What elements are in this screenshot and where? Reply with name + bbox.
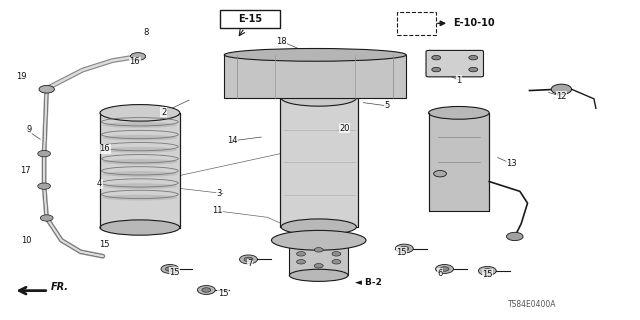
Circle shape [432,68,441,72]
Ellipse shape [224,49,406,61]
Text: ◄ B-2: ◄ B-2 [355,278,382,287]
Circle shape [166,267,174,271]
Circle shape [202,288,211,292]
Circle shape [478,267,496,275]
Circle shape [40,215,53,221]
FancyBboxPatch shape [426,50,483,77]
Text: 12: 12 [556,92,566,101]
Text: 13: 13 [506,159,517,168]
Ellipse shape [271,230,366,250]
Circle shape [332,260,341,264]
Bar [289,240,348,275]
Circle shape [131,52,146,60]
Text: 15: 15 [169,268,180,277]
Ellipse shape [281,219,356,235]
Text: 14: 14 [227,136,237,145]
Text: 17: 17 [20,166,30,175]
Text: 10: 10 [21,236,31,245]
Text: E-10-10: E-10-10 [453,18,495,28]
Circle shape [436,265,454,273]
Circle shape [483,269,492,273]
Circle shape [197,285,215,294]
Bar [100,113,179,228]
Ellipse shape [102,183,177,189]
Bar [429,113,489,211]
Circle shape [314,248,323,252]
Text: FR.: FR. [51,283,68,292]
Circle shape [244,257,253,262]
Bar [280,98,358,227]
Circle shape [551,84,572,94]
Text: E-15: E-15 [237,14,262,24]
Text: 15: 15 [218,289,228,298]
Circle shape [296,260,305,264]
Text: 19: 19 [17,72,27,81]
Ellipse shape [100,105,180,121]
Bar [224,55,406,98]
Circle shape [38,183,51,189]
Circle shape [396,244,413,253]
Text: 20: 20 [339,124,349,132]
Text: 5: 5 [385,101,390,110]
Ellipse shape [429,107,489,119]
Ellipse shape [281,90,356,106]
Text: 16: 16 [129,57,140,66]
Ellipse shape [102,122,177,128]
Text: 2: 2 [161,108,166,117]
Text: 8: 8 [143,28,149,37]
Ellipse shape [102,159,177,165]
Text: 1: 1 [456,76,462,85]
Ellipse shape [100,220,180,235]
Circle shape [39,85,54,93]
Text: 16: 16 [99,144,110,153]
Text: 3: 3 [216,189,222,198]
Text: 15: 15 [100,240,110,249]
Circle shape [332,252,341,256]
Text: 6: 6 [437,268,443,278]
Text: 11: 11 [212,206,223,215]
Circle shape [468,68,477,72]
Circle shape [434,171,447,177]
Ellipse shape [102,135,177,140]
Ellipse shape [102,147,177,153]
Circle shape [400,246,409,251]
Circle shape [506,232,523,241]
Text: 15: 15 [482,269,493,279]
Text: 18: 18 [276,37,287,46]
Circle shape [432,55,441,60]
Text: 15: 15 [397,248,407,257]
Ellipse shape [102,195,177,200]
Circle shape [314,264,323,268]
Text: TS84E0400A: TS84E0400A [508,300,556,309]
Ellipse shape [102,171,177,177]
Circle shape [38,150,51,157]
Text: 7: 7 [247,259,252,268]
Circle shape [296,252,305,256]
Text: 9: 9 [27,125,32,134]
Circle shape [468,55,477,60]
Circle shape [440,267,449,271]
Ellipse shape [289,269,348,281]
Circle shape [239,255,257,264]
Text: 4: 4 [97,180,102,188]
Circle shape [161,265,179,273]
